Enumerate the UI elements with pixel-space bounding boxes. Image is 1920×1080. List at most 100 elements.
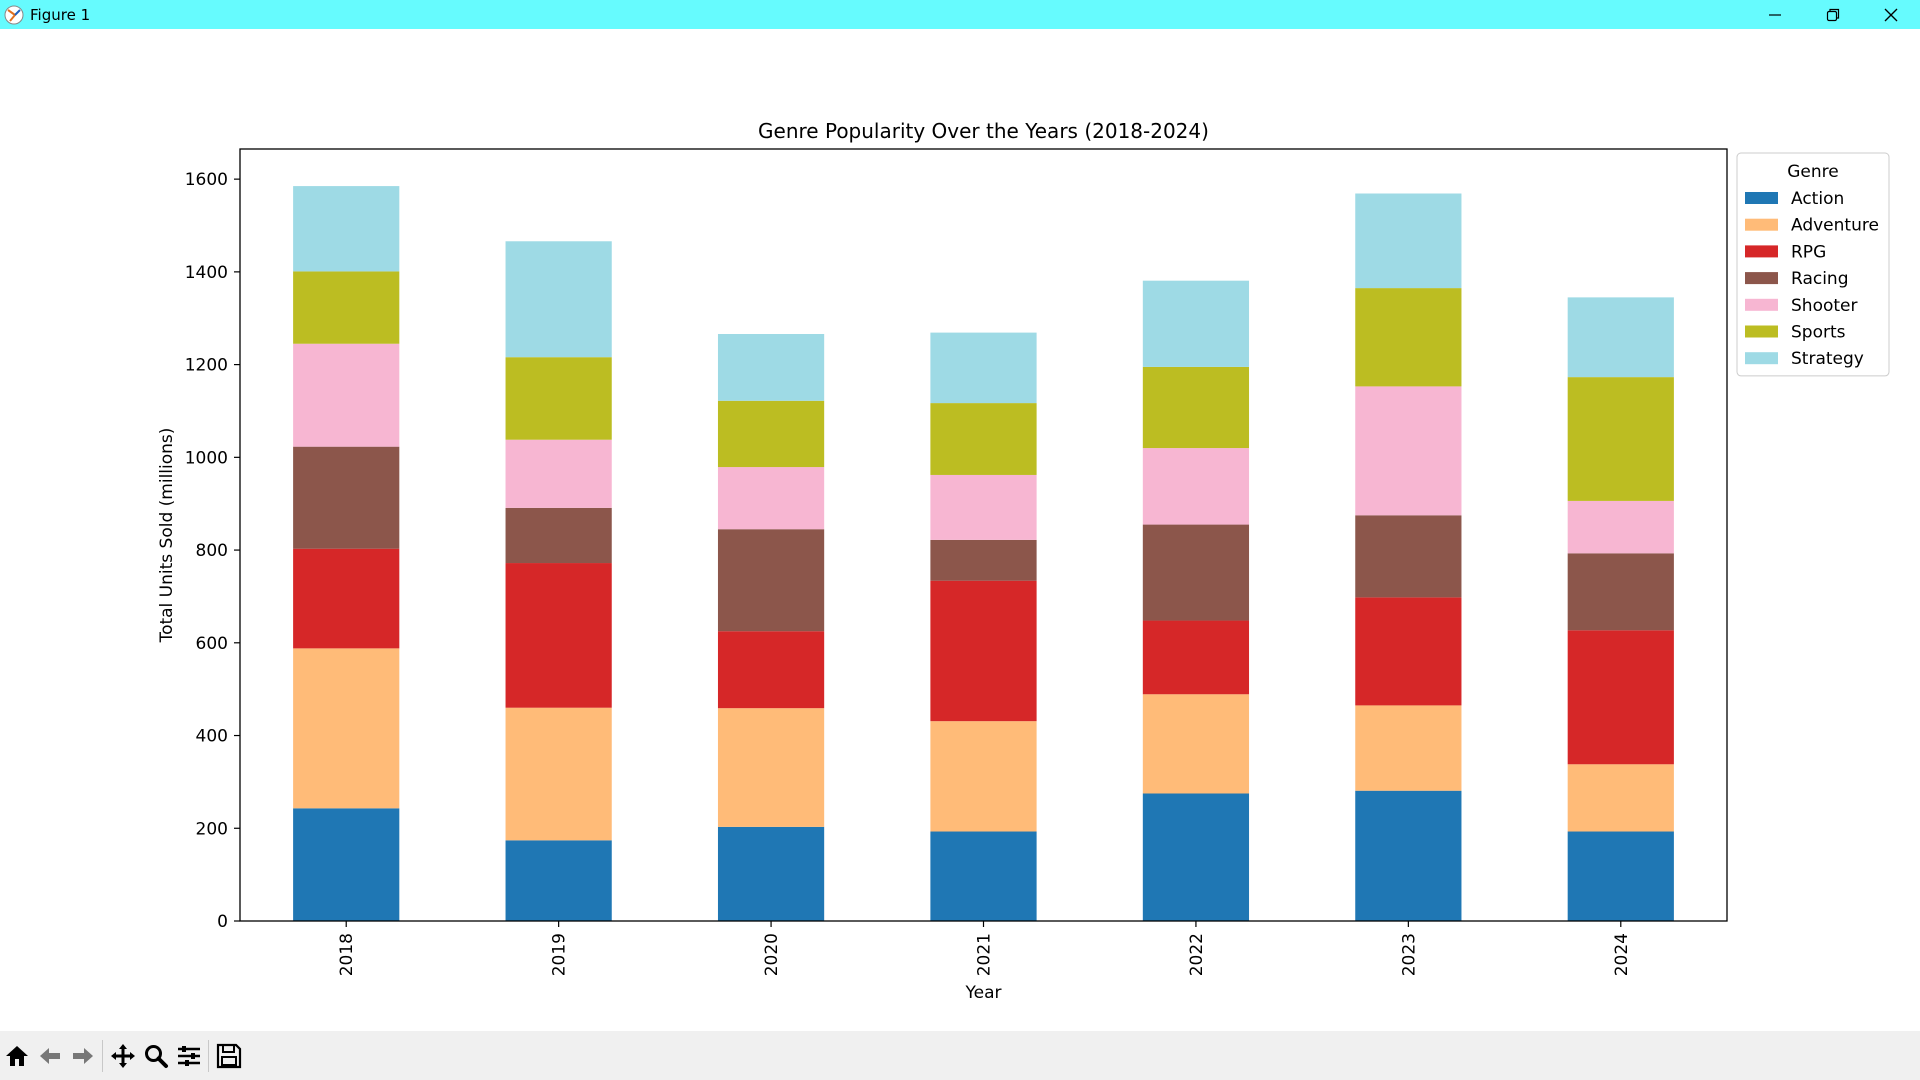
legend-label-shooter: Shooter bbox=[1791, 296, 1857, 316]
bar-strategy-2019 bbox=[505, 241, 612, 358]
y-tick-label: 1600 bbox=[185, 170, 228, 190]
legend-label-rpg: RPG bbox=[1791, 242, 1826, 262]
bar-action-2019 bbox=[505, 840, 612, 921]
bar-shooter-2022 bbox=[1142, 448, 1250, 525]
save-icon bbox=[216, 1043, 241, 1068]
bar-adventure-2018 bbox=[293, 648, 400, 809]
bar-sports-2022 bbox=[1142, 366, 1250, 449]
bar-sports-2020 bbox=[717, 400, 825, 468]
bar-action-2023 bbox=[1355, 790, 1462, 921]
stacked-bar-chart: 0 200 400 600 800 1000 1200 1400 1600 2018 2019 202… bbox=[157, 119, 1890, 1003]
bar-sports-2018 bbox=[293, 271, 400, 344]
bar-rpg-2021 bbox=[930, 580, 1037, 722]
bar-adventure-2022 bbox=[1142, 694, 1250, 794]
x-tick-label: 2023 bbox=[1399, 933, 1419, 976]
bar-shooter-2018 bbox=[293, 343, 400, 447]
legend-label-strategy: Strategy bbox=[1791, 349, 1864, 369]
legend-swatch-sports bbox=[1745, 325, 1778, 338]
bar-adventure-2020 bbox=[717, 708, 825, 827]
legend-swatch-rpg bbox=[1745, 245, 1778, 258]
legend-label-action: Action bbox=[1791, 189, 1844, 209]
bar-shooter-2021 bbox=[930, 474, 1037, 540]
bar-shooter-2023 bbox=[1355, 386, 1462, 516]
bar-racing-2024 bbox=[1567, 553, 1674, 631]
minimize-button[interactable] bbox=[1746, 0, 1804, 29]
bar-strategy-2018 bbox=[293, 186, 400, 272]
bar-sports-2023 bbox=[1355, 288, 1462, 387]
y-axis-label: Total Units Sold (millions) bbox=[157, 428, 177, 644]
y-tick-label: 800 bbox=[196, 541, 228, 561]
bar-racing-2023 bbox=[1355, 515, 1462, 598]
legend-swatch-action bbox=[1745, 192, 1778, 204]
bar-rpg-2023 bbox=[1355, 597, 1462, 706]
legend-title: Genre bbox=[1787, 162, 1838, 182]
legend-box bbox=[1736, 152, 1890, 377]
toolbar-separator bbox=[208, 1039, 209, 1072]
bar-strategy-2022 bbox=[1142, 280, 1250, 367]
restore-icon bbox=[1826, 8, 1840, 21]
legend-swatch-shooter bbox=[1745, 298, 1778, 311]
legend-swatch-strategy bbox=[1745, 352, 1778, 365]
window-title: Figure 1 bbox=[30, 5, 91, 24]
bar-action-2020 bbox=[717, 826, 825, 921]
bar-racing-2021 bbox=[930, 539, 1037, 581]
bar-rpg-2020 bbox=[717, 631, 825, 709]
title-bar: Figure 1 bbox=[0, 0, 1920, 29]
legend-label-sports: Sports bbox=[1791, 323, 1846, 343]
bar-rpg-2024 bbox=[1567, 630, 1674, 765]
bar-rpg-2019 bbox=[505, 563, 612, 708]
configure-subplots-button[interactable] bbox=[172, 1036, 205, 1076]
bar-shooter-2019 bbox=[505, 439, 612, 508]
bar-action-2018 bbox=[293, 808, 400, 921]
bar-action-2022 bbox=[1142, 793, 1250, 921]
bar-action-2021 bbox=[930, 831, 1037, 921]
bar-racing-2022 bbox=[1142, 524, 1250, 621]
x-tick-label: 2018 bbox=[337, 933, 357, 976]
bar-adventure-2023 bbox=[1355, 705, 1462, 791]
toolbar-separator bbox=[102, 1039, 103, 1072]
bar-strategy-2023 bbox=[1355, 193, 1462, 289]
x-tick-label: 2024 bbox=[1612, 933, 1632, 976]
bar-sports-2019 bbox=[505, 357, 612, 440]
bar-shooter-2020 bbox=[717, 467, 825, 530]
bar-racing-2019 bbox=[505, 507, 612, 564]
x-tick-label: 2022 bbox=[1187, 933, 1207, 976]
bar-strategy-2020 bbox=[717, 334, 825, 401]
x-tick-label: 2019 bbox=[550, 933, 570, 976]
bar-racing-2018 bbox=[293, 446, 400, 549]
bar-adventure-2019 bbox=[505, 707, 612, 841]
pan-icon bbox=[110, 1043, 135, 1068]
bar-sports-2024 bbox=[1567, 377, 1674, 501]
forward-button[interactable] bbox=[66, 1036, 99, 1076]
bar-shooter-2024 bbox=[1567, 500, 1674, 554]
y-tick-label: 400 bbox=[196, 727, 228, 747]
x-tick-label: 2020 bbox=[762, 933, 782, 976]
home-button[interactable] bbox=[0, 1036, 33, 1076]
bar-rpg-2022 bbox=[1142, 620, 1250, 695]
bar-adventure-2024 bbox=[1567, 764, 1674, 832]
bar-rpg-2018 bbox=[293, 548, 400, 649]
bar-sports-2021 bbox=[930, 403, 1037, 475]
forward-icon bbox=[72, 1047, 93, 1064]
y-tick-label: 0 bbox=[217, 912, 228, 932]
legend-label-adventure: Adventure bbox=[1791, 216, 1879, 236]
configure-subplots-icon bbox=[177, 1045, 200, 1066]
chart-title: Genre Popularity Over the Years (2018-20… bbox=[758, 119, 1209, 143]
restore-button[interactable] bbox=[1804, 0, 1862, 29]
bar-strategy-2024 bbox=[1567, 297, 1674, 378]
app-icon bbox=[4, 5, 24, 24]
back-button[interactable] bbox=[33, 1036, 66, 1076]
bar-adventure-2021 bbox=[930, 721, 1037, 832]
zoom-button[interactable] bbox=[139, 1036, 172, 1076]
close-button[interactable] bbox=[1862, 0, 1920, 29]
navigation-toolbar bbox=[0, 1031, 1920, 1080]
pan-button[interactable] bbox=[106, 1036, 139, 1076]
legend-label-racing: Racing bbox=[1791, 269, 1849, 289]
y-tick-label: 600 bbox=[196, 634, 228, 654]
home-icon bbox=[5, 1045, 28, 1066]
figure-canvas: 0 200 400 600 800 1000 1200 1400 1600 2018 2019 202… bbox=[0, 29, 1920, 1031]
save-button[interactable] bbox=[212, 1036, 245, 1076]
bar-racing-2020 bbox=[717, 529, 825, 632]
y-tick-label: 1000 bbox=[185, 448, 228, 468]
y-tick-label: 1200 bbox=[185, 356, 228, 376]
